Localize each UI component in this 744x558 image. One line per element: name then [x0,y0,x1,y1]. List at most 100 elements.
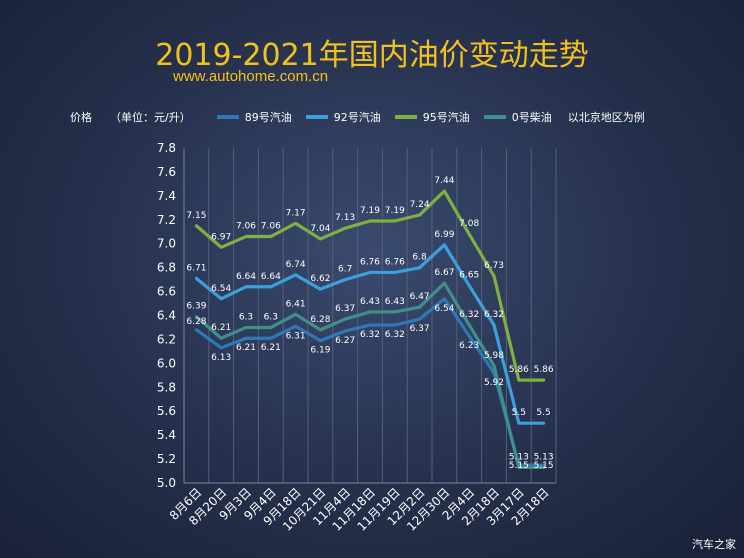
data-label: 6.3 [264,312,278,322]
data-label: 7.06 [236,222,256,232]
data-label: 5.86 [534,365,554,375]
data-label: 6.32 [360,330,380,340]
legend-swatch-95 [394,115,417,119]
legend-item-92: 92号汽油 [305,109,381,125]
data-label: 6.7 [338,265,352,275]
y-tick-label: 6.0 [157,356,176,370]
legend-swatch-0 [483,115,506,119]
data-label: 6.37 [410,324,430,334]
data-label: 6.23 [459,341,479,351]
data-label: 7.15 [186,211,206,221]
data-label: 6.21 [261,343,281,353]
series-line-89号汽油 [194,297,546,467]
data-label: 6.32 [459,310,479,320]
data-label: 5.13 [534,452,554,462]
data-label: 6.31 [286,331,306,341]
legend-label-95: 95号汽油 [422,111,470,124]
data-label: 6.28 [310,315,330,325]
chart-title: 2019-2021年国内油价变动走势 [155,38,589,73]
data-label: 5.92 [484,378,504,388]
data-label: 6.39 [186,302,206,312]
series-line-95号汽油 [194,189,546,382]
data-label: 6.99 [434,230,454,240]
legend-label-92: 92号汽油 [333,111,381,124]
legend-item-0: 0号柴油 [483,109,552,125]
data-label: 6.74 [286,260,306,270]
y-tick-label: 7.0 [157,237,176,251]
y-tick-label: 6.6 [157,285,176,299]
series-line-0号柴油 [194,281,546,470]
data-label: 7.06 [261,222,281,232]
data-label: 6.3 [239,312,253,322]
y-tick-label: 6.8 [157,261,176,275]
y-tick-label: 6.2 [157,332,176,346]
data-label: 5.5 [512,408,526,418]
source-url: www.autohome.com.cn [173,68,329,85]
data-label: 7.04 [310,224,330,234]
y-tick-label: 5.2 [157,452,176,466]
legend-swatch-92 [305,115,328,119]
data-label: 7.08 [459,219,479,229]
data-label: 6.13 [211,353,231,363]
data-label: 6.27 [335,336,355,346]
data-label: 6.64 [236,272,256,282]
data-label: 7.19 [360,206,380,216]
data-label: 6.76 [385,257,405,267]
y-tick-label: 5.4 [157,428,176,442]
data-label: 7.24 [410,200,430,210]
legend-price-label: 价格 [70,111,92,124]
data-label: 6.47 [410,292,430,302]
data-label: 6.54 [211,284,231,294]
data-label: 6.43 [360,297,380,307]
data-label: 6.97 [211,232,231,242]
data-label: 6.21 [211,323,231,333]
series-line-92号汽油 [194,243,546,425]
legend-item-95: 95号汽油 [394,109,470,125]
data-label: 6.19 [310,346,330,356]
data-label: 7.13 [335,213,355,223]
data-label: 7.44 [434,176,454,186]
data-label: 7.17 [286,208,306,218]
legend-item-89: 89号汽油 [216,109,292,125]
legend-swatch-89 [216,115,239,119]
data-label: 5.98 [484,351,504,361]
data-label: 6.73 [484,261,504,271]
watermark: 汽车之家 [692,538,736,551]
data-label: 5.86 [509,365,529,375]
y-tick-label: 5.8 [157,380,176,394]
data-label: 6.65 [459,271,479,281]
data-label: 6.21 [236,343,256,353]
data-label: 5.5 [536,408,550,418]
y-tick-label: 6.4 [157,309,176,323]
data-label: 6.28 [186,317,206,327]
y-tick-label: 5.6 [157,404,176,418]
data-label: 6.76 [360,257,380,267]
legend-note: 以北京地区为例 [567,111,645,124]
data-label: 6.41 [286,299,306,309]
data-label: 5.15 [509,461,529,471]
legend: 价格 （单位：元/升） 89号汽油 92号汽油 95号汽油 0号柴油 以北京地区… [70,108,645,126]
y-tick-label: 7.2 [157,213,176,227]
data-label: 6.64 [261,272,281,282]
data-label: 6.62 [310,274,330,284]
y-tick-label: 7.6 [157,165,176,179]
data-label: 6.37 [335,304,355,314]
data-label: 6.67 [434,268,454,278]
y-tick-label: 7.8 [157,141,176,155]
data-label: 6.54 [434,304,454,314]
y-tick-label: 5.0 [157,476,176,490]
data-label: 6.32 [385,330,405,340]
data-label: 5.15 [534,461,554,471]
data-label: 6.8 [412,253,427,263]
legend-label-89: 89号汽油 [244,111,292,124]
data-label: 5.13 [509,452,529,462]
legend-unit-label: （单位：元/升） [110,111,191,124]
y-tick-label: 7.4 [157,189,176,203]
data-label: 6.71 [186,263,206,273]
legend-label-0: 0号柴油 [511,111,552,124]
data-label: 6.43 [385,297,405,307]
data-label: 6.32 [484,310,504,320]
data-label: 7.19 [385,206,405,216]
